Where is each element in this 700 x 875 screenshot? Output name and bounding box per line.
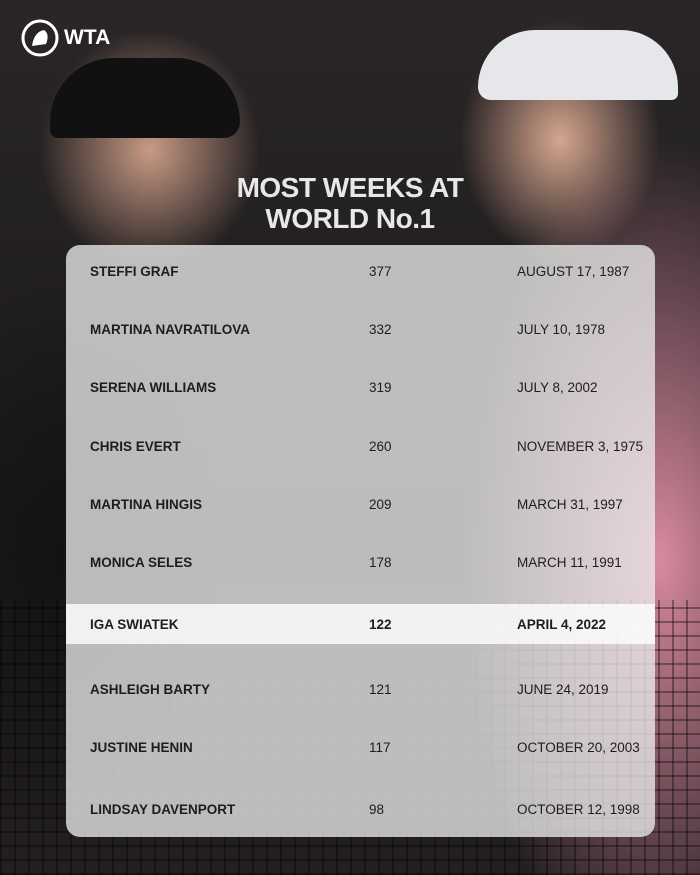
table-row: CHRIS EVERT 260 NOVEMBER 3, 1975 xyxy=(90,438,644,454)
logo-text: WTA xyxy=(64,26,111,49)
table-row: ASHLEIGH BARTY 121 JUNE 24, 2019 xyxy=(90,681,609,697)
table-row: JUSTINE HENIN 117 OCTOBER 20, 2003 xyxy=(90,739,640,755)
table-row: MARTINA HINGIS 209 MARCH 31, 1997 xyxy=(90,496,623,512)
table-row: MONICA SELES 178 MARCH 11, 1991 xyxy=(90,554,622,570)
wta-player-silhouette-icon xyxy=(21,19,59,57)
table-row: MARTINA NAVRATILOVA 332 JULY 10, 1978 xyxy=(90,321,606,337)
player-right-cap xyxy=(478,30,678,100)
table-row-highlighted: IGA SWIATEK 122 APRIL 4, 2022 xyxy=(66,604,655,644)
table-row: STEFFI GRAF 377 AUGUST 17, 1987 xyxy=(90,263,630,279)
page-title: MOST WEEKS AT WORLD No.1 xyxy=(236,172,464,234)
rankings-table: STEFFI GRAF 377 AUGUST 17, 1987 MARTINA NA… xyxy=(66,245,655,837)
table-row: LINDSAY DAVENPORT 98 OCTOBER 12, 1998 xyxy=(90,801,640,817)
wta-logo: WTA xyxy=(20,18,110,58)
player-left-cap xyxy=(50,58,240,138)
table-row: SERENA WILLIAMS 319 JULY 8, 2002 xyxy=(90,379,598,395)
